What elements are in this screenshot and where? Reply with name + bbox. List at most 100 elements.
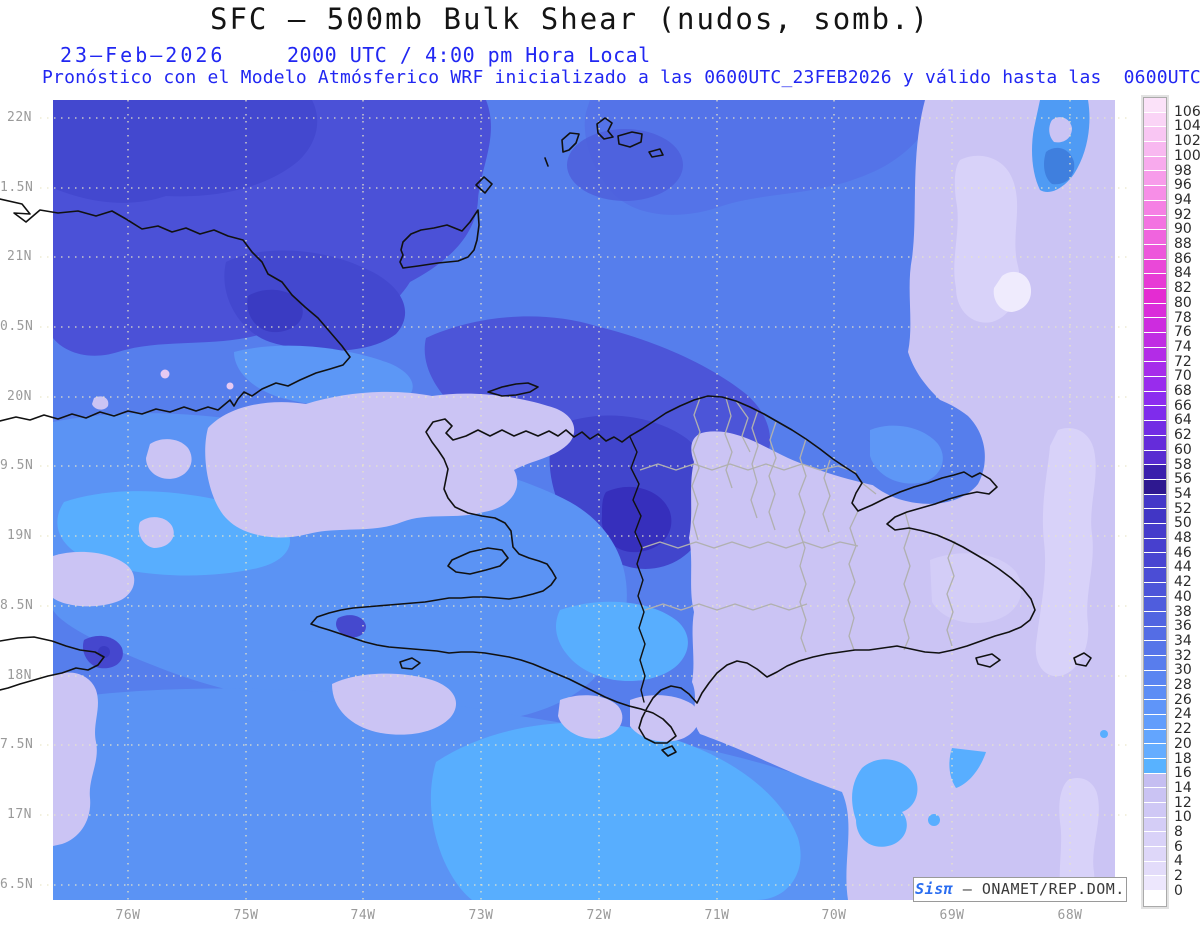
colorbar-segment — [1144, 303, 1166, 319]
colorbar-segment — [1144, 700, 1166, 715]
colorbar-label: 44 — [1174, 559, 1192, 576]
colorbar-label: 10 — [1174, 809, 1192, 826]
colorbar-label: 24 — [1174, 706, 1192, 723]
colorbar-segment — [1144, 773, 1166, 789]
lon-label: 73W — [468, 908, 494, 923]
colorbar-segment — [1144, 494, 1166, 510]
colorbar-label: 30 — [1174, 662, 1192, 679]
colorbar-segment — [1144, 200, 1166, 216]
lat-label: 8.5N — [0, 598, 34, 613]
page-title: SFC – 500mb Bulk Shear (nudos, somb.) — [209, 2, 930, 36]
colorbar-segment — [1144, 538, 1166, 554]
little-inagua-island — [475, 176, 493, 194]
colorbar-segment — [1144, 333, 1166, 348]
colorbar-label: 102 — [1174, 133, 1200, 150]
colorbar-label: 86 — [1174, 250, 1192, 267]
colorbar-segment — [1144, 421, 1166, 436]
colorbar-segment — [1144, 626, 1166, 642]
colorbar-segment — [1144, 847, 1166, 862]
colorbar-segment — [1144, 788, 1166, 803]
colorbar-label: 20 — [1174, 735, 1192, 752]
colorbar-label: 82 — [1174, 280, 1192, 297]
colorbar-segment — [1144, 406, 1166, 422]
colorbar-segment — [1144, 729, 1166, 745]
colorbar-segment — [1144, 318, 1166, 333]
colorbar-segment — [1144, 832, 1166, 848]
colorbar-label: 64 — [1174, 412, 1192, 429]
sispi-logo: Sisπ — [915, 880, 954, 898]
providenciales-island — [561, 132, 580, 153]
great-inagua-island — [399, 209, 480, 269]
lat-label: 6.5N — [0, 877, 34, 892]
tortuga-island — [487, 382, 539, 397]
shear-field — [53, 100, 1115, 900]
attribution-text: – ONAMET/REP.DOM. — [953, 880, 1125, 898]
lat-label: 7.5N — [0, 737, 34, 752]
colorbar-segment — [1144, 288, 1166, 304]
forecast-time: 2000 UTC / 4:00 pm Hora Local — [287, 43, 651, 67]
colorbar-label: 94 — [1174, 191, 1192, 208]
colorbar-segment — [1144, 597, 1166, 613]
colorbar-label: 38 — [1174, 603, 1192, 620]
colorbar-segment — [1144, 744, 1166, 759]
ile-a-vache-island — [399, 657, 421, 670]
colorbar-label: 72 — [1174, 353, 1192, 370]
colorbar-label: 18 — [1174, 750, 1192, 767]
jamaica-coastline — [0, 636, 105, 691]
colorbar-label: 42 — [1174, 574, 1192, 591]
colorbar-segment — [1144, 641, 1166, 657]
colorbar-segment — [1144, 112, 1166, 128]
colorbar-label: 2 — [1174, 868, 1183, 885]
colorbar-label: 68 — [1174, 383, 1192, 399]
colorbar-label: 96 — [1174, 177, 1192, 194]
colorbar-label: 54 — [1174, 485, 1192, 502]
lat-label: 19N — [7, 528, 32, 543]
colorbar-segment — [1144, 553, 1166, 568]
colorbar-segment — [1144, 435, 1166, 451]
colorbar-label: 36 — [1174, 618, 1192, 635]
colorbar-segment — [1144, 582, 1166, 598]
colorbar-label: 52 — [1174, 500, 1192, 517]
colorbar-label: 56 — [1174, 471, 1192, 488]
colorbar-label: 32 — [1174, 647, 1192, 664]
lat-label: 9.5N — [0, 458, 34, 473]
colorbar-label: 14 — [1174, 779, 1192, 796]
colorbar-segment — [1144, 656, 1166, 671]
colorbar-segment — [1144, 523, 1166, 539]
lat-label: 17N — [7, 807, 32, 822]
cuba-coastline — [0, 198, 351, 422]
colorbar-segment — [1144, 685, 1166, 701]
colorbar-segment — [1144, 861, 1166, 877]
colorbar-segment — [1144, 391, 1166, 407]
colorbar-segment — [1144, 817, 1166, 833]
colorbar-label: 92 — [1174, 206, 1192, 223]
lon-label: 74W — [350, 908, 376, 923]
colorbar-label: 98 — [1174, 162, 1192, 179]
colorbar-segment — [1144, 450, 1166, 466]
colorbar-label: 34 — [1174, 632, 1192, 649]
lon-label: 75W — [233, 908, 259, 923]
colorbar-label: 40 — [1174, 588, 1192, 605]
colorbar-label: 0 — [1174, 882, 1183, 899]
attribution-box: Sisπ – ONAMET/REP.DOM. — [913, 877, 1127, 902]
graticule — [40, 100, 1128, 900]
colorbar-label: 62 — [1174, 427, 1192, 444]
colorbar-segment — [1144, 479, 1166, 495]
colorbar-segment — [1144, 803, 1166, 818]
caicos-islet-tick — [544, 157, 549, 167]
lat-label: 21N — [7, 249, 32, 264]
colorbar-label: 58 — [1174, 456, 1192, 473]
colorbar-segment — [1144, 274, 1166, 289]
saona-island — [975, 653, 1001, 668]
haiti-dr-border — [629, 436, 646, 703]
colorbar-label: 8 — [1174, 824, 1183, 840]
colorbar-label: 22 — [1174, 721, 1192, 738]
colorbar-label: 46 — [1174, 544, 1192, 561]
province-borders — [639, 397, 956, 653]
colorbar — [1143, 97, 1167, 907]
colorbar-label: 74 — [1174, 338, 1192, 355]
lon-label: 70W — [821, 908, 847, 923]
colorbar-label: 6 — [1174, 838, 1183, 855]
